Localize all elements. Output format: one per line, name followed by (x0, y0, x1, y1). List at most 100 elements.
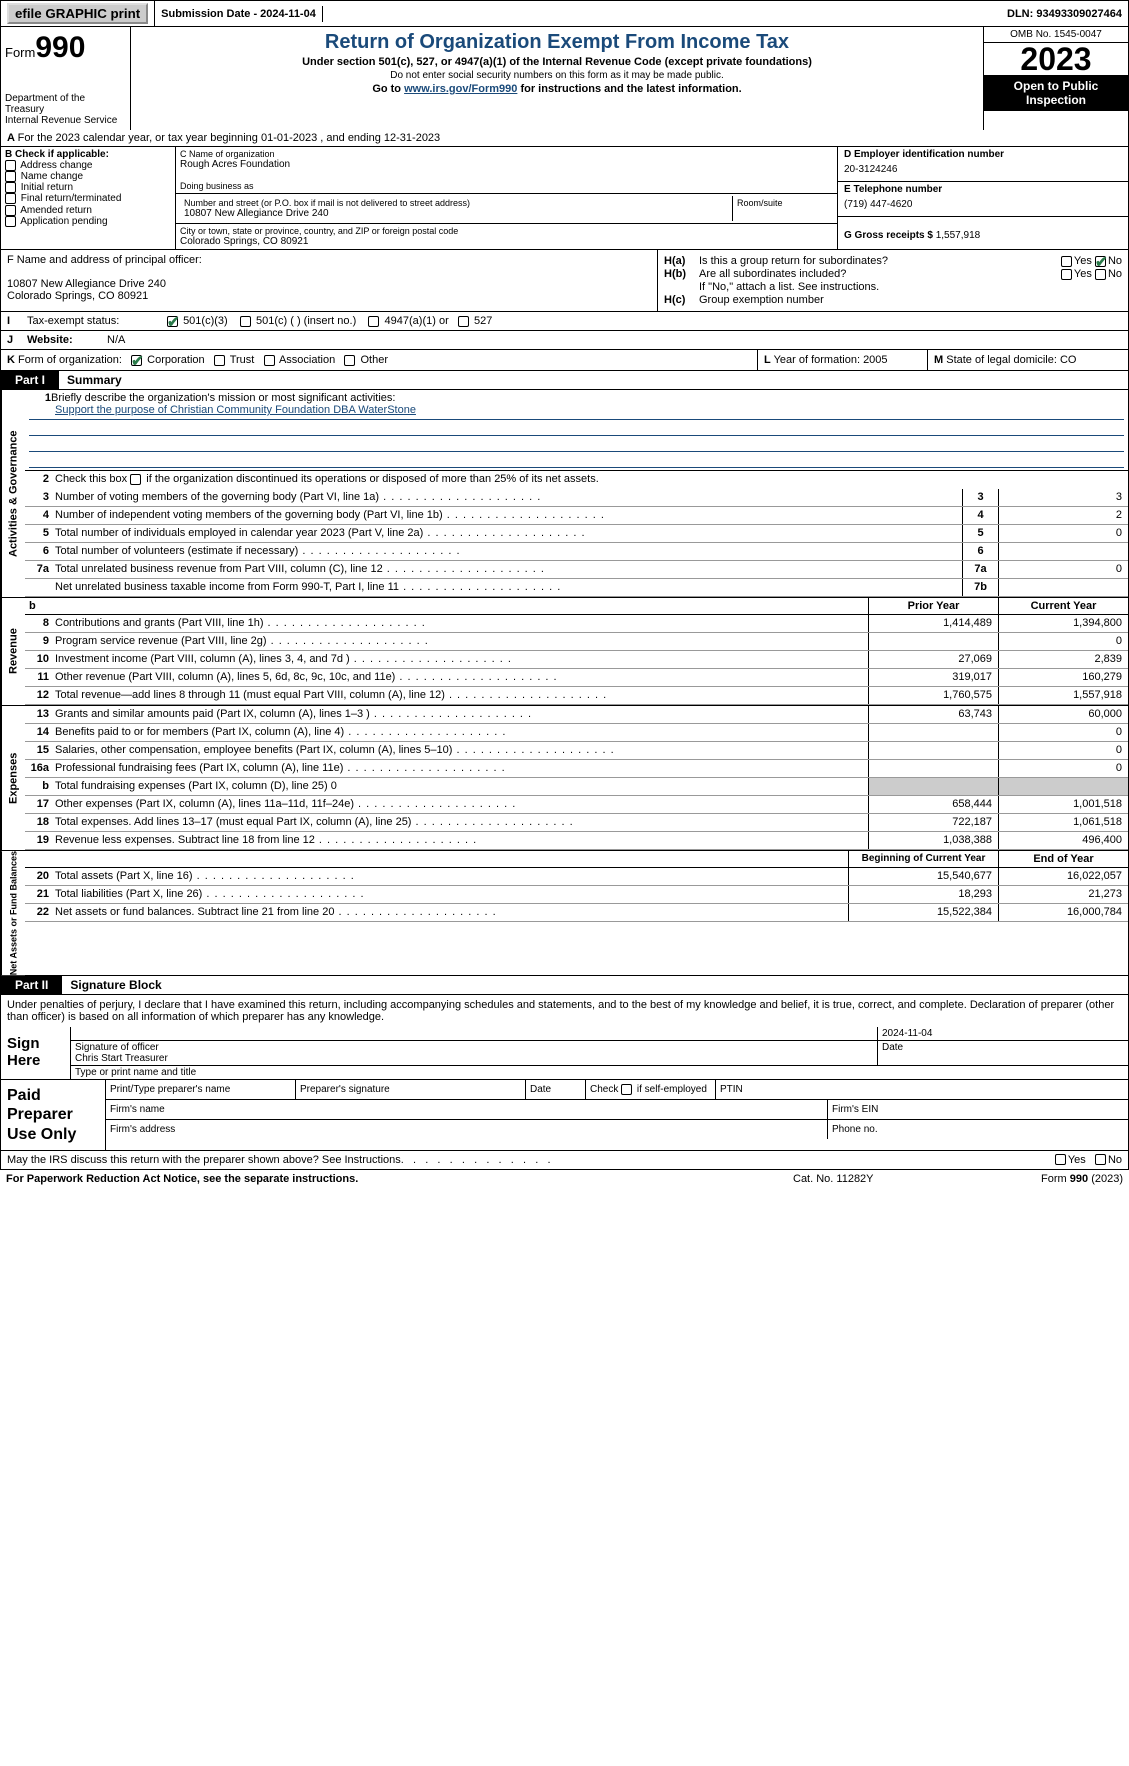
exp-13-prior: 63,743 (868, 706, 998, 723)
exp-b-curr (998, 778, 1128, 795)
exp-18-curr: 1,061,518 (998, 814, 1128, 831)
part2-header: Part II Signature Block (0, 976, 1129, 995)
section-i: I Tax-exempt status: 501(c)(3) 501(c) ( … (0, 312, 1129, 331)
efile-print-button[interactable]: efile GRAPHIC print (7, 3, 148, 24)
sign-here: Sign Here 2024-11-04 Signature of office… (0, 1027, 1129, 1080)
mission-text: Support the purpose of Christian Communi… (29, 404, 1124, 420)
expenses-section: Expenses 13Grants and similar amounts pa… (0, 706, 1129, 851)
rev-12-curr: 1,557,918 (998, 687, 1128, 704)
exp-18-prior: 722,187 (868, 814, 998, 831)
exp-17-prior: 658,444 (868, 796, 998, 813)
year-formation: 2005 (863, 354, 887, 366)
section-f-label: F Name and address of principal officer: (7, 254, 651, 266)
section-j: J Website: N/A (0, 331, 1129, 350)
section-klm: K Form of organization: Corporation Trus… (0, 350, 1129, 371)
form-title: Return of Organization Exempt From Incom… (135, 31, 979, 54)
gov-7a-value: 0 (998, 561, 1128, 578)
open-inspection: Open to Public Inspection (984, 75, 1128, 111)
501c-checkbox[interactable] (240, 316, 251, 327)
net-22-end: 16,000,784 (998, 904, 1128, 921)
4947-checkbox[interactable] (368, 316, 379, 327)
net-21-end: 21,273 (998, 886, 1128, 903)
rev-9-curr: 0 (998, 633, 1128, 650)
net-assets-section: Net Assets or Fund Balances Beginning of… (0, 851, 1129, 976)
tax-year: 2023 (984, 43, 1128, 75)
exp-13-curr: 60,000 (998, 706, 1128, 723)
discuss-yes-checkbox[interactable] (1055, 1154, 1066, 1165)
exp-19-curr: 496,400 (998, 832, 1128, 849)
self-emp-checkbox[interactable] (621, 1084, 632, 1095)
ein: 20-3124246 (844, 160, 1122, 179)
phone: (719) 447-4620 (844, 195, 1122, 214)
section-deg: D Employer identification number 20-3124… (838, 147, 1128, 249)
exp-14-prior (868, 724, 998, 741)
501c3-checkbox[interactable] (167, 316, 178, 327)
state-domicile: CO (1060, 354, 1077, 366)
org-name: Rough Acres Foundation (180, 159, 833, 170)
gov-3-value: 3 (998, 489, 1128, 506)
website-value: N/A (101, 331, 131, 349)
form-subtitle-2: Do not enter social security numbers on … (135, 70, 979, 81)
hb-no-checkbox[interactable] (1095, 269, 1106, 280)
ha-no-checkbox[interactable] (1095, 256, 1106, 267)
gov-4-value: 2 (998, 507, 1128, 524)
paid-preparer: Paid Preparer Use Only Print/Type prepar… (0, 1080, 1129, 1151)
net-22-begin: 15,522,384 (848, 904, 998, 921)
officer-name: Chris Start Treasurer (75, 1053, 873, 1064)
other-checkbox[interactable] (344, 355, 355, 366)
form-subtitle-1: Under section 501(c), 527, or 4947(a)(1)… (135, 56, 979, 68)
irs-discuss-row: May the IRS discuss this return with the… (0, 1151, 1129, 1170)
rev-8-prior: 1,414,489 (868, 615, 998, 632)
hb-yes-checkbox[interactable] (1061, 269, 1072, 280)
revenue-section: Revenue b Prior Year Current Year 8Contr… (0, 598, 1129, 706)
submission-date: Submission Date - 2024-11-04 (155, 6, 323, 22)
trust-checkbox[interactable] (214, 355, 225, 366)
part1-header: Part I Summary (0, 371, 1129, 390)
sig-date: 2024-11-04 (878, 1027, 1128, 1040)
section-bcd: B Check if applicable: Address change Na… (0, 147, 1129, 250)
line2-checkbox[interactable] (130, 474, 141, 485)
corp-checkbox[interactable] (131, 355, 142, 366)
exp-15-prior (868, 742, 998, 759)
assoc-checkbox[interactable] (264, 355, 275, 366)
exp-16a-curr: 0 (998, 760, 1128, 777)
irs-link[interactable]: www.irs.gov/Form990 (404, 83, 517, 95)
net-20-end: 16,022,057 (998, 868, 1128, 885)
form-link-row: Go to www.irs.gov/Form990 for instructio… (135, 83, 979, 95)
exp-17-curr: 1,001,518 (998, 796, 1128, 813)
checkbox-final-return-terminated[interactable] (5, 193, 16, 204)
net-21-begin: 18,293 (848, 886, 998, 903)
declaration-text: Under penalties of perjury, I declare th… (0, 995, 1129, 1027)
checkbox-address-change[interactable] (5, 160, 16, 171)
section-fh: F Name and address of principal officer:… (0, 250, 1129, 312)
exp-b-prior (868, 778, 998, 795)
form-header: Form990 Department of the Treasury Inter… (0, 27, 1129, 130)
checkbox-application-pending[interactable] (5, 216, 16, 227)
rev-10-curr: 2,839 (998, 651, 1128, 668)
section-c: C Name of organization Rough Acres Found… (176, 147, 838, 249)
activities-governance: Activities & Governance 1 Briefly descri… (0, 390, 1129, 598)
dln: DLN: 93493309027464 (1001, 6, 1128, 22)
exp-15-curr: 0 (998, 742, 1128, 759)
rev-9-prior (868, 633, 998, 650)
checkbox-amended-return[interactable] (5, 205, 16, 216)
ha-yes-checkbox[interactable] (1061, 256, 1072, 267)
rev-8-curr: 1,394,800 (998, 615, 1128, 632)
checkbox-name-change[interactable] (5, 171, 16, 182)
rev-10-prior: 27,069 (868, 651, 998, 668)
rev-12-prior: 1,760,575 (868, 687, 998, 704)
gov-5-value: 0 (998, 525, 1128, 542)
rev-11-prior: 319,017 (868, 669, 998, 686)
dept-treasury: Department of the Treasury Internal Reve… (5, 93, 126, 126)
discuss-no-checkbox[interactable] (1095, 1154, 1106, 1165)
line-a: A For the 2023 calendar year, or tax yea… (0, 130, 1129, 147)
officer-addr2: Colorado Springs, CO 80921 (7, 290, 651, 302)
footer: For Paperwork Reduction Act Notice, see … (0, 1170, 1129, 1188)
org-street: 10807 New Allegiance Drive 240 (184, 208, 728, 219)
527-checkbox[interactable] (458, 316, 469, 327)
officer-addr1: 10807 New Allegiance Drive 240 (7, 278, 651, 290)
exp-14-curr: 0 (998, 724, 1128, 741)
checkbox-initial-return[interactable] (5, 182, 16, 193)
rev-11-curr: 160,279 (998, 669, 1128, 686)
exp-16a-prior (868, 760, 998, 777)
